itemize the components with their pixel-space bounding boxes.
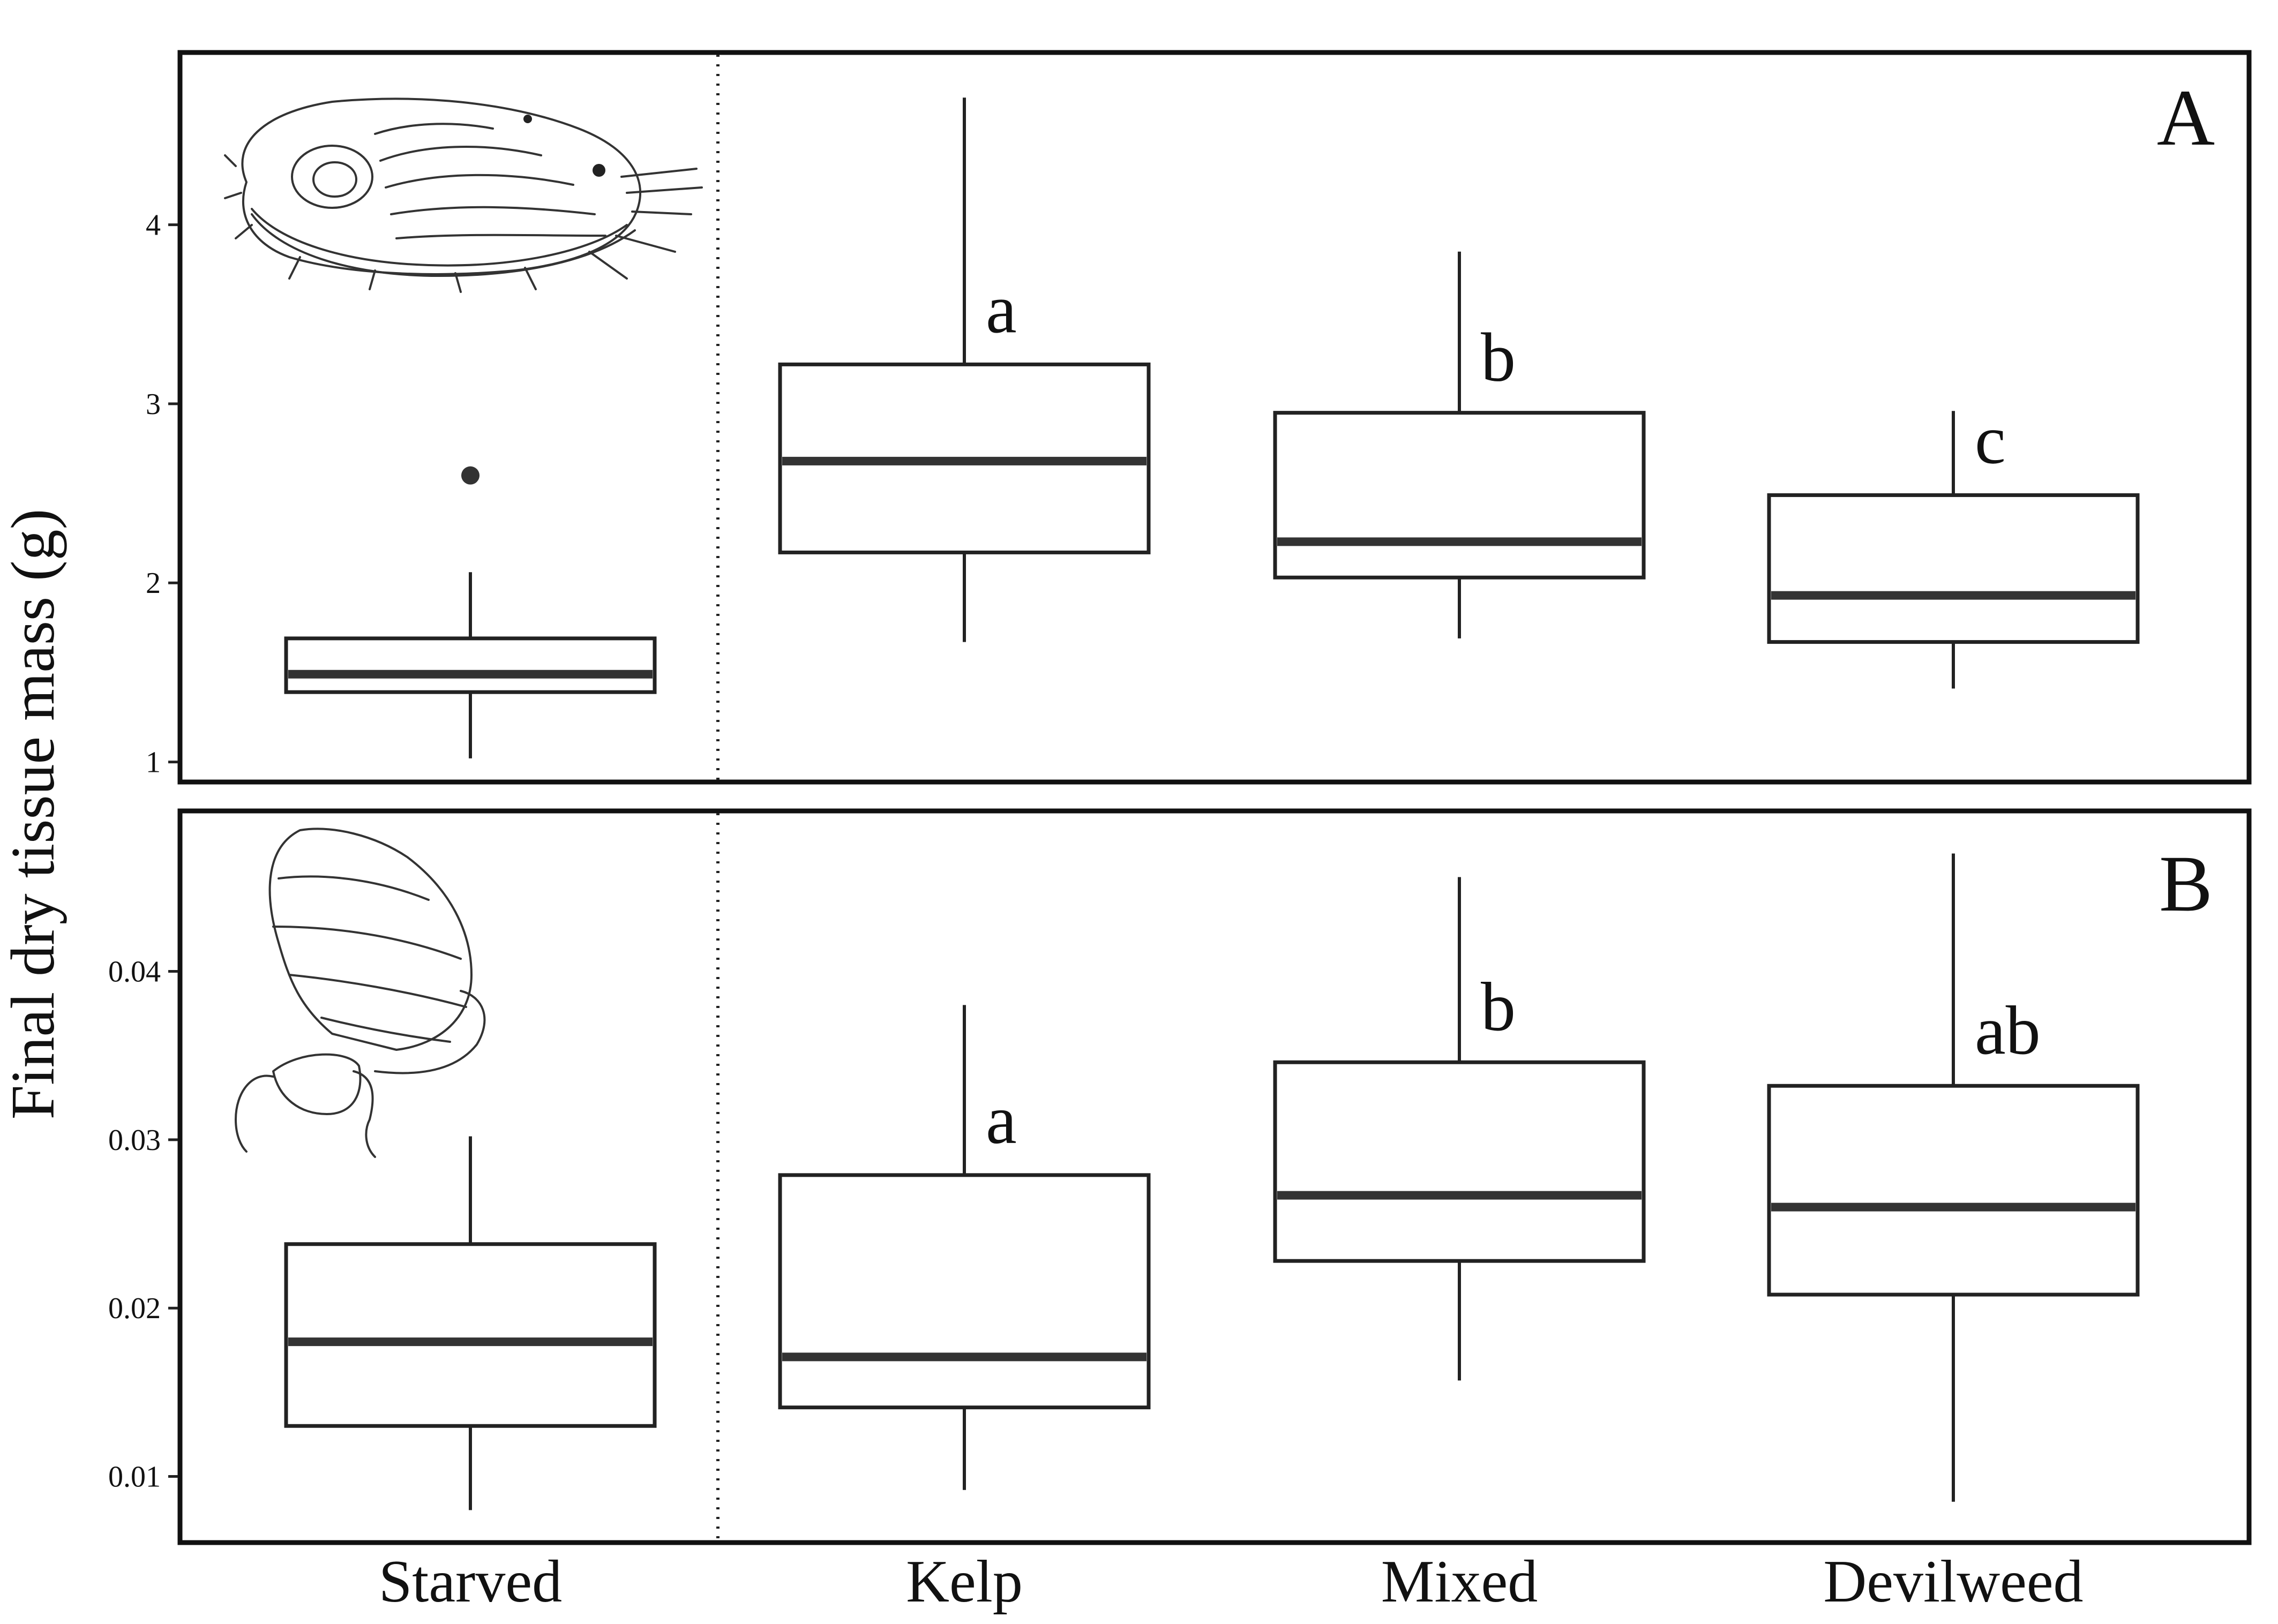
panel-a-letter: A xyxy=(2157,73,2215,162)
y-tick-label: 2 xyxy=(146,567,161,600)
abalone-illustration xyxy=(224,97,703,293)
box-kelp: a xyxy=(778,1005,1151,1490)
iqr-box xyxy=(1273,1060,1646,1263)
iqr-box xyxy=(778,1173,1151,1410)
box-kelp: a xyxy=(778,97,1151,642)
y-tick-label: 3 xyxy=(146,388,161,421)
x-label-kelp: Kelp xyxy=(906,1548,1023,1615)
iqr-box xyxy=(284,1242,657,1428)
box-mixed: b xyxy=(1273,251,1646,638)
panel-a-ticks: 1 2 3 4 xyxy=(146,209,178,779)
x-label-starved: Starved xyxy=(379,1548,562,1615)
x-label-devilweed: Devilweed xyxy=(1823,1548,2083,1615)
y-tick-label: 4 xyxy=(146,209,161,242)
y-tick-label: 0.02 xyxy=(108,1292,161,1325)
y-tick-label: 1 xyxy=(146,746,161,779)
panel-b: B 0.010.020.030.04 ab ab xyxy=(108,808,2252,1545)
box-starved xyxy=(284,1136,657,1510)
significance-letter: a xyxy=(986,1081,1017,1159)
panel-b-ticks: 0.01 0.02 0.03 0.04 xyxy=(108,955,178,1494)
snail-illustration xyxy=(235,828,486,1158)
box-devilweed: c xyxy=(1767,401,2140,689)
iqr-box xyxy=(1767,493,2140,644)
panel-a-boxes: a b c xyxy=(284,97,2140,758)
y-tick-label: 0.04 xyxy=(108,955,161,988)
outlier-point xyxy=(461,466,479,485)
iqr-box xyxy=(1767,1084,2140,1297)
iqr-box xyxy=(284,636,657,694)
iqr-box xyxy=(1273,411,1646,580)
box-starved xyxy=(284,466,657,758)
panel-a-frame xyxy=(177,50,2252,785)
significance-letter: b xyxy=(1481,319,1516,396)
y-axis-title: Final dry tissue mass (g) xyxy=(0,509,68,1120)
panel-b-frame xyxy=(177,808,2252,1545)
significance-letter: b xyxy=(1481,968,1516,1046)
box-devilweed: ab xyxy=(1767,853,2140,1502)
box-mixed: b xyxy=(1273,877,1646,1381)
significance-letter: a xyxy=(986,270,1017,348)
x-label-mixed: Mixed xyxy=(1381,1548,1538,1615)
panel-b-boxes: ab ab xyxy=(284,853,2140,1510)
panel-a: A 1 2 3 4 a b c xyxy=(146,50,2252,785)
y-tick-label: 0.01 xyxy=(108,1461,161,1494)
y-tick-label: 0.03 xyxy=(108,1124,161,1157)
significance-letter: ab xyxy=(1975,992,2041,1069)
panel-b-letter: B xyxy=(2159,839,2213,928)
significance-letter: c xyxy=(1975,401,2006,478)
